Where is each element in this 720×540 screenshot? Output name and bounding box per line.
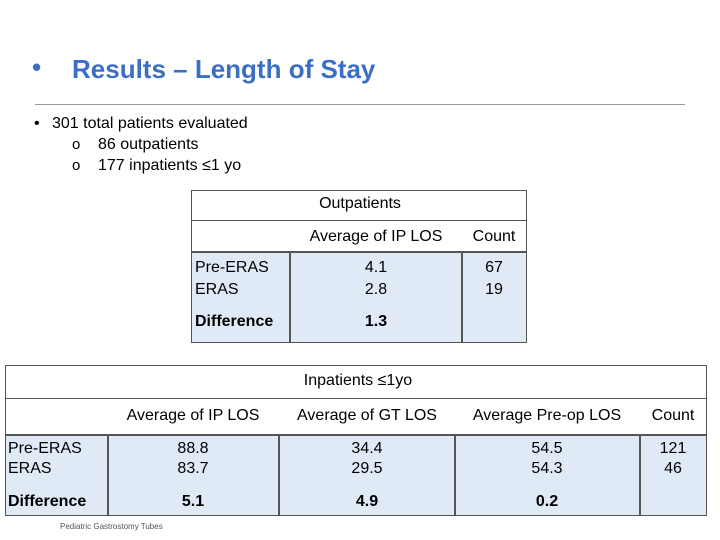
row-label: Pre-ERAS: [8, 440, 82, 457]
bullet: •: [34, 115, 40, 132]
table-cell: [290, 252, 462, 343]
table-header-row: [5, 398, 707, 435]
cell-value: 83.7: [177, 460, 209, 477]
table-cell: [455, 435, 640, 516]
column-header: Average Pre-op LOS: [472, 407, 622, 424]
table-header-row: [191, 220, 527, 252]
table-cell: [108, 435, 279, 516]
cell-value: 2.8: [364, 281, 388, 298]
sub-bullet: o: [72, 157, 81, 174]
cell-value: 121: [659, 440, 687, 457]
cell-value: 34.4: [351, 440, 383, 457]
cell-value: 54.3: [531, 460, 563, 477]
table-title: Outpatients: [319, 195, 401, 212]
cell-value: 67: [485, 259, 503, 276]
cell-value: 88.8: [177, 440, 209, 457]
column-header: Count: [651, 407, 695, 424]
table-title-cell: [191, 190, 527, 220]
sub-bullet: o: [72, 136, 81, 153]
title-bullet: •: [32, 52, 42, 82]
table-title-cell: [5, 365, 707, 398]
footer: Pediatric Gastrostomy Tubes: [60, 522, 163, 531]
table-title: Inpatients ≤1yo: [303, 372, 413, 389]
table-cell: [640, 435, 707, 516]
sub-bullet-text: 86 outpatients: [98, 136, 199, 153]
table-cell: [5, 435, 108, 516]
row-label: ERAS: [8, 460, 52, 477]
table-cell: [191, 252, 290, 343]
table-cell: [279, 435, 455, 516]
bullet-text: 301 total patients evaluated: [52, 115, 248, 132]
sub-bullet-text: 177 inpatients ≤1 yo: [98, 157, 242, 174]
row-label: Difference: [8, 493, 87, 510]
cell-value: 0.2: [535, 493, 559, 510]
table-cell: [462, 252, 527, 343]
column-header: Average of IP LOS: [126, 407, 260, 424]
cell-value: 46: [664, 460, 682, 477]
cell-value: 29.5: [351, 460, 383, 477]
row-label: Difference: [195, 313, 274, 330]
cell-value: 1.3: [364, 313, 388, 330]
row-label: Pre-ERAS: [195, 259, 269, 276]
cell-value: 54.5: [531, 440, 563, 457]
column-header: Count: [472, 228, 516, 245]
title-rule: [35, 104, 685, 105]
cell-value: 4.9: [355, 493, 379, 510]
slide-title: Results – Length of Stay: [72, 54, 376, 84]
column-header: Average of IP LOS: [309, 228, 443, 245]
cell-value: 19: [485, 281, 503, 298]
column-header: Average of GT LOS: [297, 407, 437, 424]
cell-value: 5.1: [181, 493, 205, 510]
cell-value: 4.1: [364, 259, 388, 276]
row-label: ERAS: [195, 281, 239, 298]
